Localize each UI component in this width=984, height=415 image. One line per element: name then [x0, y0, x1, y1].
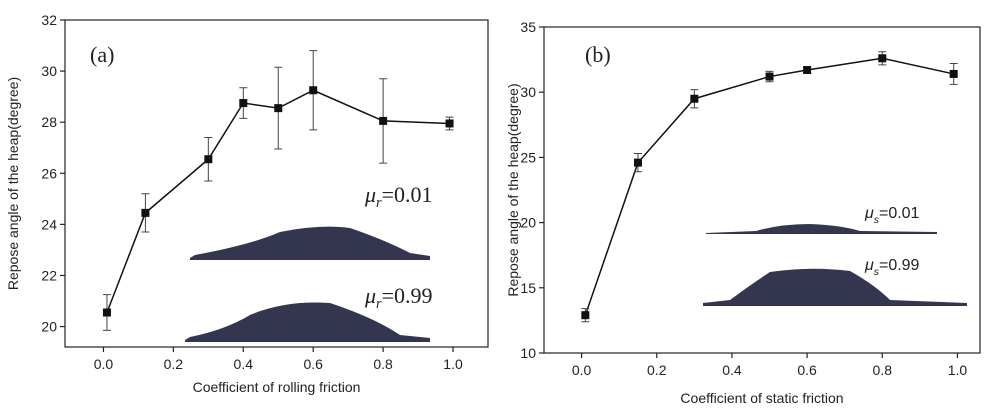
x-tick-label: 0.6 [797, 362, 817, 378]
plot-frame [543, 26, 981, 354]
x-tick-label: 0.2 [647, 362, 667, 378]
y-tick-label: 32 [41, 12, 57, 28]
marker [102, 308, 111, 317]
annotation-symbol: μ [364, 182, 376, 207]
marker [690, 94, 699, 103]
x-axis-label: Coefficient of rolling friction [193, 379, 361, 395]
marker [204, 155, 213, 164]
marker [765, 72, 774, 81]
marker [309, 86, 318, 95]
x-tick-label: 0.4 [234, 356, 254, 372]
annotation: μr=0.99 [364, 283, 433, 312]
marker [949, 69, 958, 78]
annotation: μr=0.01 [364, 182, 433, 211]
annotation: μs=0.01 [864, 205, 920, 226]
annotation-subscript: s [874, 215, 879, 226]
marker [581, 311, 590, 320]
y-axis-label: Repose angle of the heap(degree) [505, 83, 521, 296]
y-tick-label: 22 [41, 267, 57, 283]
x-tick-label: 0.0 [572, 362, 592, 378]
y-tick-label: 26 [41, 165, 57, 181]
y-tick-label: 30 [520, 84, 536, 100]
annotation-text: =0.99 [879, 257, 920, 274]
marker [803, 66, 812, 75]
x-tick-label: 0.4 [722, 362, 742, 378]
heap-image [703, 268, 967, 306]
data-line [106, 89, 450, 313]
annotation-text: =0.01 [879, 205, 920, 222]
marker [239, 99, 248, 108]
marker [445, 119, 454, 128]
x-tick-label: 0.8 [873, 362, 893, 378]
x-tick-label: 0.0 [94, 356, 114, 372]
annotation-text: =0.99 [382, 283, 433, 308]
annotation-subscript: s [874, 267, 879, 278]
heap-image [185, 302, 430, 342]
annotation-symbol: μ [864, 257, 874, 274]
x-tick-label: 0.8 [373, 356, 393, 372]
x-tick-label: 1.0 [443, 356, 463, 372]
y-tick-label: 25 [520, 149, 536, 165]
annotation-symbol: μ [364, 283, 376, 308]
x-axis-label: Coefficient of static friction [680, 390, 843, 406]
annotation: μs=0.99 [864, 257, 920, 278]
y-axis-label: Repose angle of the heap(degree) [5, 77, 21, 290]
y-tick-label: 30 [41, 63, 57, 79]
annotation-symbol: μ [864, 205, 874, 222]
marker [379, 116, 388, 125]
plot-frame [64, 19, 489, 348]
annotation-text: =0.01 [382, 182, 433, 207]
heap-image [190, 226, 430, 260]
y-tick-label: 10 [520, 345, 536, 361]
y-tick-label: 24 [41, 216, 57, 232]
y-tick-label: 15 [520, 280, 536, 296]
marker [274, 104, 283, 113]
annotation-subscript: r [376, 195, 382, 211]
annotation-subscript: r [376, 296, 382, 312]
y-tick-label: 28 [41, 114, 57, 130]
y-tick-label: 35 [520, 19, 536, 35]
y-tick-label: 20 [520, 215, 536, 231]
marker [633, 158, 642, 167]
x-tick-label: 0.2 [164, 356, 184, 372]
heap-image [706, 224, 937, 234]
panel-label: (a) [90, 42, 114, 67]
x-tick-label: 0.6 [303, 356, 323, 372]
marker [141, 208, 150, 217]
marker [878, 54, 887, 63]
panel-label: (b) [585, 42, 611, 67]
y-tick-label: 20 [41, 319, 57, 335]
x-tick-label: 1.0 [948, 362, 968, 378]
